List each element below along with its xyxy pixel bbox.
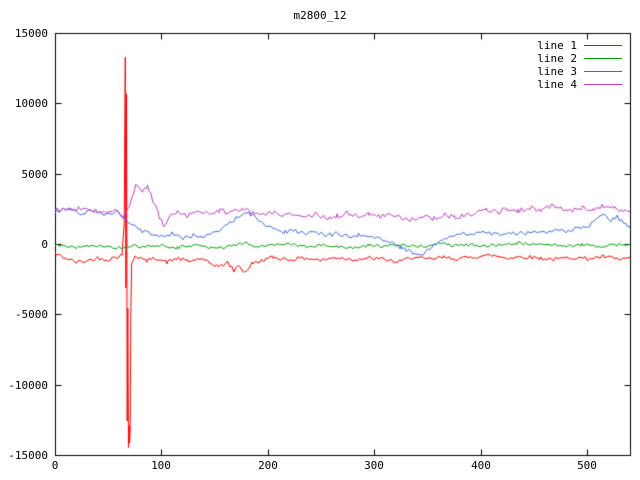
legend-line-sample (584, 84, 622, 85)
x-tick-label: 500 (577, 459, 597, 472)
legend-label: line 4 (537, 78, 577, 91)
legend-line-sample (584, 58, 622, 59)
legend-label: line 2 (537, 52, 577, 65)
legend: line 1 line 2 line 3 line 4 (537, 39, 622, 91)
y-tick-label: -10000 (8, 379, 48, 392)
legend-item: line 1 (537, 39, 622, 52)
legend-label: line 3 (537, 65, 577, 78)
x-tick-label: 0 (51, 459, 59, 472)
y-tick-label: 5000 (21, 168, 49, 181)
legend-item: line 2 (537, 52, 622, 65)
y-tick-label: 0 (41, 238, 48, 251)
y-tick-label: -5000 (14, 308, 48, 321)
legend-item: line 4 (537, 78, 622, 91)
chart-title: m2800_12 (293, 9, 347, 22)
x-tick-label: 200 (258, 459, 278, 472)
legend-line-sample (584, 71, 622, 72)
y-tick-label: -15000 (8, 449, 48, 462)
x-tick-label: 300 (364, 459, 384, 472)
legend-line-sample (584, 45, 622, 46)
y-tick-label: 10000 (14, 97, 48, 110)
legend-label: line 1 (537, 39, 577, 52)
y-tick-label: 15000 (14, 27, 48, 40)
x-tick-label: 100 (151, 459, 171, 472)
legend-item: line 3 (537, 65, 622, 78)
x-tick-label: 400 (471, 459, 491, 472)
